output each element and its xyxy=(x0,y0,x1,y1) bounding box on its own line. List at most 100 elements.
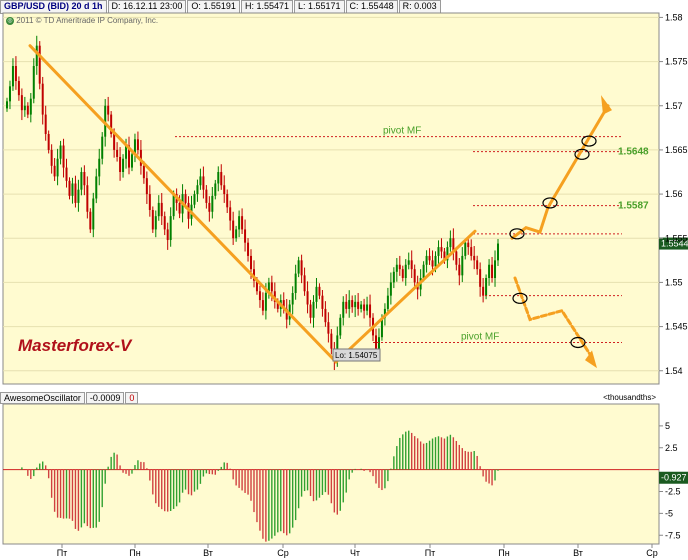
candle-body xyxy=(202,176,205,190)
price-tick-label: 1.565 xyxy=(665,145,688,155)
price-grid xyxy=(3,16,659,372)
candle-body xyxy=(142,165,145,179)
candle-body xyxy=(321,295,324,309)
current-price-label: 1.5544 xyxy=(661,239,688,249)
candle-body xyxy=(294,273,297,294)
candle-body xyxy=(145,178,148,195)
candle-body xyxy=(56,158,59,177)
candle-body xyxy=(485,278,488,296)
time-tick-label: Пн xyxy=(498,548,509,558)
candle-body xyxy=(315,286,318,302)
candle-body xyxy=(101,136,104,159)
candle-body xyxy=(309,304,312,318)
candle-body xyxy=(53,165,56,177)
projection-down xyxy=(513,276,594,359)
candle-body xyxy=(330,333,333,349)
time-tick-label: Вт xyxy=(573,548,583,558)
candle-body xyxy=(282,300,285,309)
oscillator-axis: 5 2.5 -2.5 -5 -7.5 xyxy=(659,421,681,540)
price-tick-label: 1.575 xyxy=(665,57,688,67)
candle-body xyxy=(98,158,101,177)
candle-body xyxy=(410,260,413,270)
candle-body xyxy=(139,149,142,166)
candle-body xyxy=(455,251,458,265)
low-label-box xyxy=(332,348,381,362)
candle-body xyxy=(306,291,309,305)
candle-body xyxy=(407,260,410,265)
candle-body xyxy=(74,183,77,203)
candle-body xyxy=(214,183,217,196)
candle-body xyxy=(116,149,119,157)
candle-body xyxy=(345,301,348,309)
candle-body xyxy=(11,66,14,87)
price-tick-label: 1.57 xyxy=(665,101,683,111)
candle-body xyxy=(360,304,363,309)
candle-body xyxy=(169,216,172,241)
candle-body xyxy=(83,172,86,186)
time-tick-label: Пн xyxy=(129,548,140,558)
current-osc-tag xyxy=(659,471,688,484)
candle-body xyxy=(351,300,354,308)
candle-body xyxy=(267,282,270,294)
candle-body xyxy=(128,145,131,168)
candle-body xyxy=(65,167,68,181)
candle-body xyxy=(47,134,50,150)
candle-body xyxy=(470,247,473,256)
candle-body xyxy=(166,229,169,241)
candle-body xyxy=(366,304,369,311)
candle-body xyxy=(464,242,467,256)
candle-body xyxy=(208,202,211,212)
candle-body xyxy=(59,145,62,159)
indicator-flag: 0 xyxy=(125,392,139,404)
pivot-label-top: pivot MF xyxy=(383,126,421,137)
level-circle xyxy=(581,135,597,147)
candle-body xyxy=(395,264,398,272)
candle-body xyxy=(452,238,455,252)
time-tick-label: Ср xyxy=(646,548,658,558)
level-circle xyxy=(512,292,528,304)
candle-body xyxy=(392,271,395,283)
candle-body xyxy=(26,105,29,115)
price-tick-label: 1.55 xyxy=(665,277,683,287)
candle-body xyxy=(440,247,443,252)
trend-line-main xyxy=(28,44,477,365)
price-panel[interactable] xyxy=(2,12,660,385)
candle-body xyxy=(44,114,47,135)
projection-up xyxy=(510,104,610,240)
time-tick-label: Чт xyxy=(350,548,360,558)
candle-body xyxy=(172,194,175,217)
level-label-2: 1.5587 xyxy=(618,201,649,212)
indicator-name[interactable]: AwesomeOscillator xyxy=(0,392,85,404)
candle-body xyxy=(383,308,386,318)
osc-tick-label: 2.5 xyxy=(665,443,678,453)
arrow-up-head xyxy=(601,95,612,115)
copyright-logo-icon: ◎ xyxy=(6,16,14,25)
osc-tick-label: -7.5 xyxy=(665,530,681,540)
candle-body xyxy=(244,229,247,243)
candle-body xyxy=(467,242,470,248)
candle-body xyxy=(264,293,267,311)
oscillator-units: <thousandths> xyxy=(603,393,656,402)
candle-body xyxy=(14,66,17,82)
candle-body xyxy=(255,280,258,292)
candle-body xyxy=(211,195,214,212)
candles xyxy=(6,35,499,371)
candle-body xyxy=(261,300,264,311)
candle-body xyxy=(229,207,232,221)
level-circle xyxy=(542,197,558,209)
candle-body xyxy=(276,301,279,309)
candle-body xyxy=(50,149,53,166)
candle-body xyxy=(238,216,241,230)
candle-body xyxy=(110,114,113,135)
candle-body xyxy=(270,282,273,292)
candle-body xyxy=(401,269,404,278)
candle-body xyxy=(205,189,208,203)
candle-body xyxy=(38,45,41,84)
candle-body xyxy=(77,189,80,203)
candle-body xyxy=(413,269,416,283)
candle-body xyxy=(482,286,485,296)
candle-body xyxy=(17,81,20,96)
candle-body xyxy=(431,260,434,267)
